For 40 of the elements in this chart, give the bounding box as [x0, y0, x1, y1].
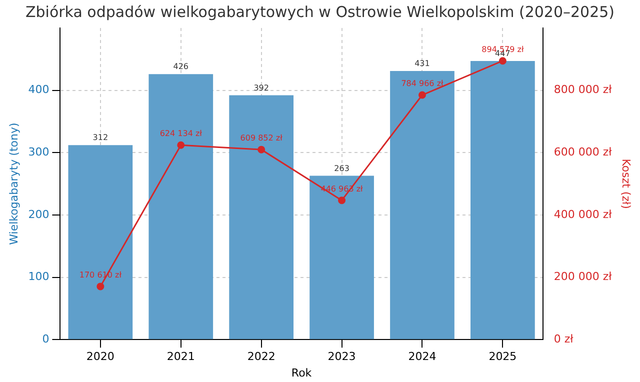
y2-tick-label: 600 000 zł [554, 146, 613, 158]
bar [390, 71, 454, 340]
x-tick-label: 2023 [328, 350, 356, 364]
data-label: 392 [254, 83, 269, 92]
chart-title: Zbiórka odpadów wielkogabarytowych w Ostrowie Wielkopolskim (2020–2025) [25, 2, 615, 21]
point [498, 57, 506, 65]
y-tick-label: 300 [28, 146, 50, 158]
data-label: 784 966 zł [401, 79, 444, 88]
x-tick-label: 2020 [86, 350, 114, 364]
point [96, 282, 104, 290]
data-label: 426 [173, 62, 189, 72]
bar [310, 176, 374, 340]
x-tick-label: 2021 [166, 350, 195, 364]
point [177, 141, 185, 149]
y2-tick-label: 200 000 zł [554, 270, 613, 284]
data-label: 609 852 zł [240, 134, 284, 143]
y2-tick-label: 0 zł [554, 332, 574, 346]
point [258, 146, 266, 154]
x-tick-label: 2024 [408, 350, 436, 364]
bar [68, 145, 133, 340]
y-axis-title: Wielkogabaryty (tony) [7, 122, 20, 245]
data-label: 624 134 zł [160, 129, 203, 138]
x-axis-title: Rok [291, 366, 312, 380]
bar [148, 74, 214, 340]
y-tick-label: 400 [28, 83, 50, 96]
point [418, 91, 426, 99]
point [338, 196, 346, 204]
y-tick-label: 200 [28, 208, 50, 221]
y-tick-label: 0 [42, 332, 50, 346]
x-tick-label: 2022 [247, 350, 276, 364]
y2-tick-label: 400 000 zł [554, 208, 613, 221]
x-tick-label: 2025 [488, 350, 517, 364]
data-label: 431 [414, 59, 430, 68]
y2-axis-title: Koszt (zł) [620, 158, 633, 209]
y-tick-label: 100 [28, 270, 50, 284]
data-label: 263 [334, 164, 350, 173]
bar [229, 95, 294, 340]
data-label: 312 [92, 133, 108, 142]
y2-tick-label: 800 000 zł [554, 83, 613, 96]
bar [470, 61, 535, 340]
